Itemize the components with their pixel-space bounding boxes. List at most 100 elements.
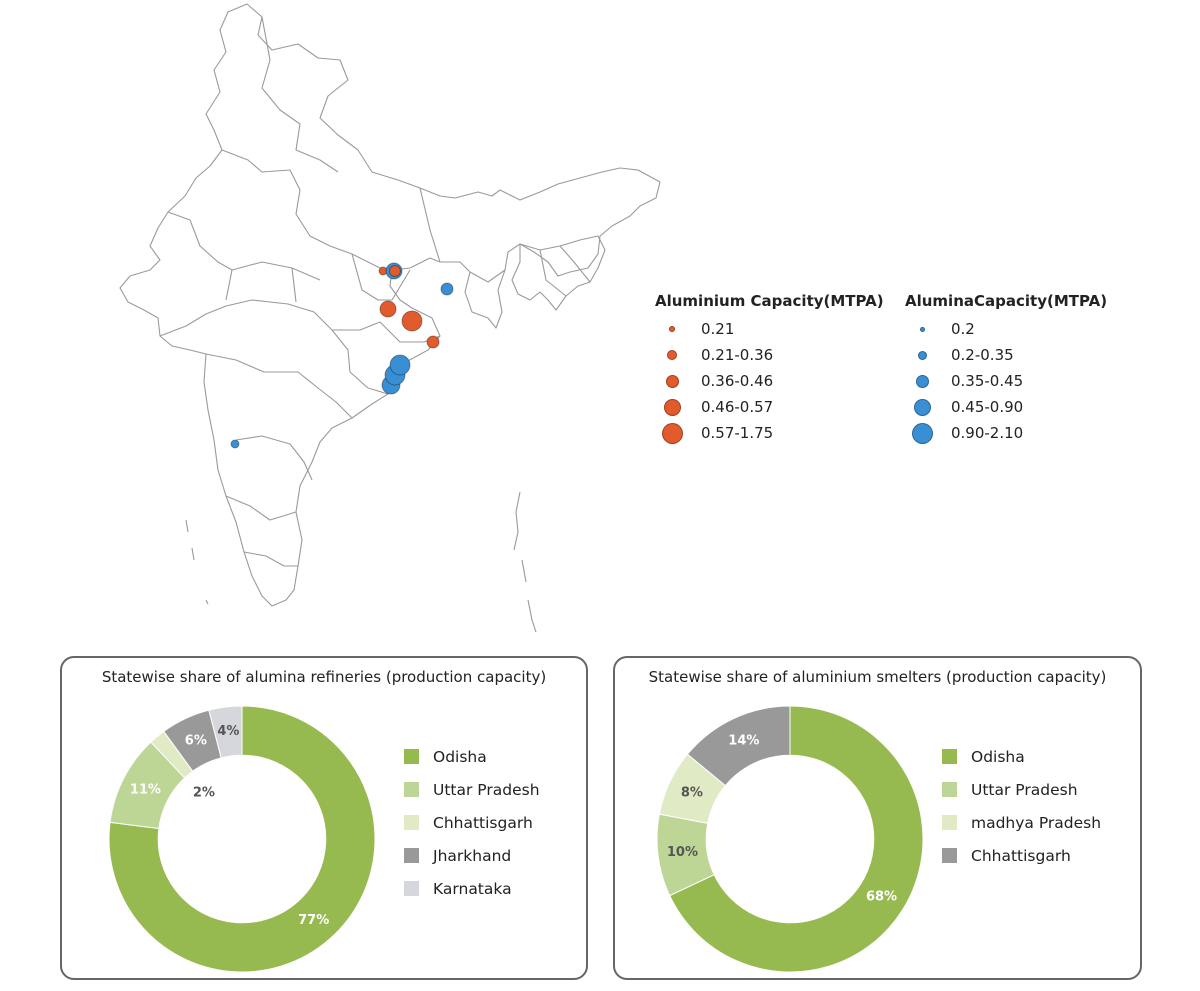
state-border bbox=[243, 551, 298, 567]
alumina-legend-items: 0.2 0.2-0.35 0.35-0.45 0.45-0.90 0.90-2.10 bbox=[905, 316, 1107, 446]
legend-label: Jharkhand bbox=[433, 846, 512, 865]
alumina-refineries-donut: 77% 11% 2% 6% 4% bbox=[108, 705, 376, 973]
slice-percent-label: 68% bbox=[866, 890, 897, 905]
legend-label: Odisha bbox=[971, 747, 1025, 766]
legend-swatch bbox=[942, 749, 957, 764]
legend-swatch bbox=[404, 848, 419, 863]
state-border bbox=[559, 245, 591, 283]
alumina-legend-title: AluminaCapacity(MTPA) bbox=[905, 292, 1108, 310]
alumina-legend-label: 0.2 bbox=[951, 320, 975, 338]
aluminium-bubble bbox=[389, 265, 401, 277]
alumina-bubble bbox=[389, 354, 411, 376]
alumina-capacity-legend: AluminaCapacity(MTPA) 0.2 0.2-0.35 0.35-0.… bbox=[905, 292, 1107, 446]
bubble-cell bbox=[905, 350, 939, 360]
donut-legend-item: Karnataka bbox=[404, 872, 540, 905]
state-border bbox=[159, 299, 381, 337]
aluminium-legend-label: 0.46-0.57 bbox=[701, 398, 774, 416]
india-map bbox=[119, 3, 661, 633]
aluminium-bubble bbox=[426, 335, 440, 349]
bubble-cell bbox=[905, 398, 939, 416]
alumina-bubble bbox=[440, 282, 454, 296]
bubble-cell bbox=[905, 374, 939, 388]
donut-slice-chhattisgarh bbox=[686, 705, 791, 787]
bubble-cell bbox=[655, 326, 689, 332]
state-border bbox=[235, 435, 313, 481]
andaman-islands bbox=[513, 491, 537, 633]
alumina-refineries-legend: Odisha Uttar Pradesh Chhattisgarh Jharkhand… bbox=[404, 740, 540, 905]
alumina-legend-row: 0.90-2.10 bbox=[905, 420, 1107, 446]
state-border bbox=[539, 249, 567, 297]
state-border bbox=[351, 253, 411, 301]
donut-slice-karnataka bbox=[208, 705, 243, 759]
state-border bbox=[331, 329, 389, 395]
aluminium-legend-row: 0.57-1.75 bbox=[655, 420, 884, 446]
donut-legend-item: Jharkhand bbox=[404, 839, 540, 872]
aluminium-legend-label: 0.36-0.46 bbox=[701, 372, 774, 390]
panel-title: Statewise share of alumina refineries (p… bbox=[101, 668, 547, 686]
state-border bbox=[225, 495, 297, 521]
bubble-cell bbox=[905, 326, 939, 332]
state-border bbox=[167, 211, 321, 281]
slice-percent-label: 10% bbox=[667, 845, 698, 860]
legend-swatch bbox=[942, 782, 957, 797]
alumina-legend-row: 0.35-0.45 bbox=[905, 368, 1107, 394]
bubble-cell bbox=[655, 422, 689, 444]
state-border bbox=[291, 267, 297, 303]
aluminium-legend-title: Aluminium Capacity(MTPA) bbox=[655, 292, 884, 310]
aluminium-size-bubble bbox=[661, 422, 683, 444]
legend-label: Chhattisgarh bbox=[433, 813, 533, 832]
aluminium-smelters-legend: Odisha Uttar Pradesh madhya Pradesh Chhatti… bbox=[942, 740, 1101, 872]
slice-percent-label: 4% bbox=[217, 724, 239, 739]
aluminium-legend-label: 0.21-0.36 bbox=[701, 346, 774, 364]
alumina-legend-label: 0.90-2.10 bbox=[951, 424, 1024, 442]
state-border bbox=[469, 269, 506, 283]
legend-label: Karnataka bbox=[433, 879, 512, 898]
slice-percent-label: 14% bbox=[728, 733, 759, 748]
bubble-cell bbox=[655, 350, 689, 360]
bubble-cell bbox=[655, 398, 689, 416]
aluminium-legend-row: 0.21 bbox=[655, 316, 884, 342]
alumina-legend-label: 0.35-0.45 bbox=[951, 372, 1024, 390]
bubble-cell bbox=[655, 374, 689, 388]
legend-swatch bbox=[404, 881, 419, 896]
aluminium-size-bubble bbox=[669, 326, 675, 332]
aluminium-legend-items: 0.21 0.21-0.36 0.36-0.46 0.46-0.57 0.57-1.75 bbox=[655, 316, 884, 446]
alumina-legend-label: 0.2-0.35 bbox=[951, 346, 1014, 364]
lakshadweep bbox=[185, 519, 209, 605]
alumina-legend-row: 0.2 bbox=[905, 316, 1107, 342]
legend-swatch bbox=[404, 815, 419, 830]
legend-label: Odisha bbox=[433, 747, 487, 766]
aluminium-legend-row: 0.36-0.46 bbox=[655, 368, 884, 394]
aluminium-legend-label: 0.57-1.75 bbox=[701, 424, 774, 442]
alumina-legend-label: 0.45-0.90 bbox=[951, 398, 1024, 416]
slice-percent-label: 11% bbox=[130, 782, 161, 797]
alumina-bubble bbox=[230, 439, 240, 449]
alumina-legend-row: 0.45-0.90 bbox=[905, 394, 1107, 420]
slice-percent-label: 8% bbox=[681, 785, 703, 800]
alumina-size-bubble bbox=[913, 398, 931, 416]
legend-label: Uttar Pradesh bbox=[971, 780, 1078, 799]
alumina-refineries-panel: Statewise share of alumina refineries (p… bbox=[60, 656, 588, 980]
legend-swatch bbox=[404, 749, 419, 764]
state-border bbox=[221, 149, 381, 269]
donut-legend-item: Chhattisgarh bbox=[942, 839, 1101, 872]
panel-title: Statewise share of aluminium smelters (p… bbox=[648, 668, 1107, 686]
aluminium-size-bubble bbox=[663, 398, 681, 416]
capacity-bubbles bbox=[230, 262, 454, 449]
aluminium-capacity-legend: Aluminium Capacity(MTPA) 0.21 0.21-0.36 0.… bbox=[655, 292, 884, 446]
donut-legend-item: Odisha bbox=[404, 740, 540, 773]
aluminium-legend-label: 0.21 bbox=[701, 320, 735, 338]
state-border bbox=[225, 269, 233, 301]
legend-label: Uttar Pradesh bbox=[433, 780, 540, 799]
legend-label: madhya Pradesh bbox=[971, 813, 1102, 832]
map-outline bbox=[119, 3, 661, 633]
state-border bbox=[205, 353, 353, 419]
donut-slice-odisha bbox=[108, 705, 376, 973]
alumina-size-bubble bbox=[915, 374, 929, 388]
donut-legend-item: Uttar Pradesh bbox=[942, 773, 1101, 806]
slice-percent-label: 77% bbox=[298, 913, 329, 928]
alumina-legend-row: 0.2-0.35 bbox=[905, 342, 1107, 368]
northeast-outline bbox=[511, 235, 606, 311]
aluminium-smelters-panel: Statewise share of aluminium smelters (p… bbox=[613, 656, 1142, 980]
aluminium-bubble bbox=[379, 300, 397, 318]
